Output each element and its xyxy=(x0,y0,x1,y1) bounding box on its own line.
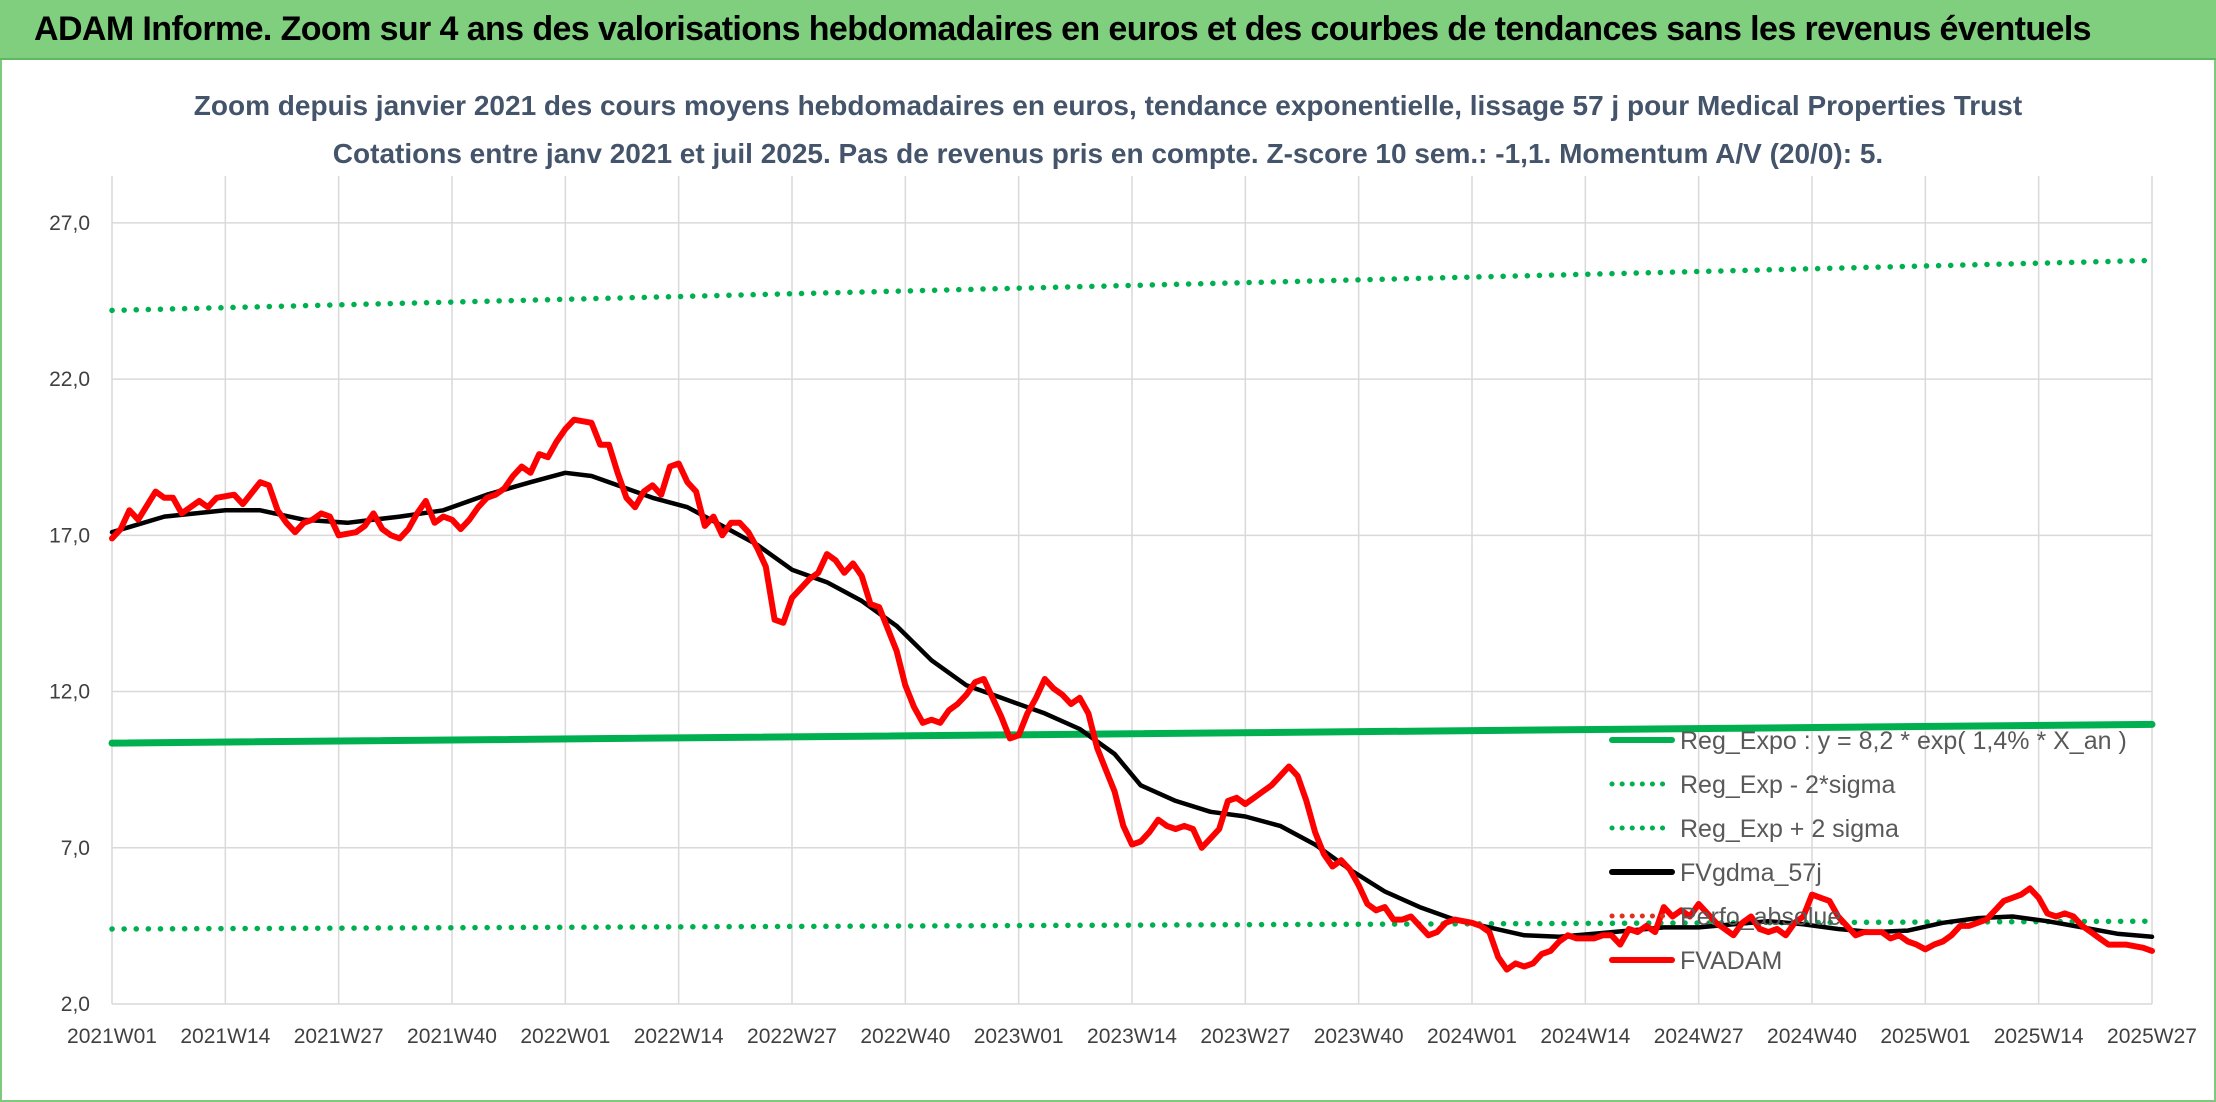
page-title: ADAM Informe. Zoom sur 4 ans des valoris… xyxy=(34,10,2092,48)
x-tick-label: 2023W40 xyxy=(1314,1025,1404,1048)
x-tick-label: 2025W27 xyxy=(2107,1025,2197,1048)
legend-label: Reg_Expo : y = 8,2 * exp( 1,4% * X_an ) xyxy=(1680,727,2127,755)
x-tick-label: 2022W27 xyxy=(747,1025,837,1048)
x-tick-label: 2021W40 xyxy=(407,1025,497,1048)
x-tick-label: 2021W27 xyxy=(294,1025,384,1048)
legend-label: FVADAM xyxy=(1680,947,1782,975)
legend-label: Reg_Exp - 2*sigma xyxy=(1680,771,1895,799)
x-tick-label: 2024W01 xyxy=(1427,1025,1517,1048)
y-tick-label: 17,0 xyxy=(49,524,90,547)
y-tick-label: 27,0 xyxy=(49,212,90,235)
x-tick-label: 2024W40 xyxy=(1767,1025,1857,1048)
x-tick-label: 2022W40 xyxy=(860,1025,950,1048)
legend: Reg_Expo : y = 8,2 * exp( 1,4% * X_an ) R… xyxy=(1609,727,2127,975)
series-line-2 xyxy=(109,257,2155,314)
x-tick-label: 2021W01 xyxy=(67,1025,157,1048)
x-tick-label: 2021W14 xyxy=(180,1025,270,1048)
series-group xyxy=(108,257,2156,973)
chart-subtitle-line2: Cotations entre janv 2021 et juil 2025. … xyxy=(333,138,1883,169)
legend-label: Perfo_absolue xyxy=(1680,903,1841,931)
y-tick-label: 22,0 xyxy=(49,368,90,391)
axes: 2021W01 2021W14 2021W27 2021W40 2022W01 2022W… xyxy=(49,212,2197,1048)
legend-label: FVgdma_57j xyxy=(1680,859,1822,887)
grid xyxy=(111,176,2153,1005)
x-tick-label: 2022W01 xyxy=(520,1025,610,1048)
y-tick-label: 7,0 xyxy=(61,837,90,860)
legend-label: Reg_Exp + 2 sigma xyxy=(1680,815,1899,843)
x-tick-label: 2022W14 xyxy=(634,1025,724,1048)
y-tick-label: 12,0 xyxy=(49,681,90,704)
y-tick-label: 2,0 xyxy=(61,993,90,1016)
series-line-0 xyxy=(108,720,2156,747)
series-line-5 xyxy=(109,416,2155,973)
x-tick-label: 2025W01 xyxy=(1880,1025,1970,1048)
header-bar: ADAM Informe. Zoom sur 4 ans des valoris… xyxy=(0,0,2216,60)
x-tick-label: 2025W14 xyxy=(1994,1025,2084,1048)
x-tick-label: 2024W14 xyxy=(1540,1025,1630,1048)
x-tick-label: 2023W01 xyxy=(974,1025,1064,1048)
series-line-3 xyxy=(109,470,2155,940)
series-line-1 xyxy=(109,918,2155,932)
chart: Zoom depuis janvier 2021 des cours moyen… xyxy=(49,90,2197,1048)
chart-subtitle-line1: Zoom depuis janvier 2021 des cours moyen… xyxy=(194,90,2022,121)
x-tick-label: 2023W27 xyxy=(1200,1025,1290,1048)
x-tick-label: 2023W14 xyxy=(1087,1025,1177,1048)
x-tick-label: 2024W27 xyxy=(1654,1025,1744,1048)
